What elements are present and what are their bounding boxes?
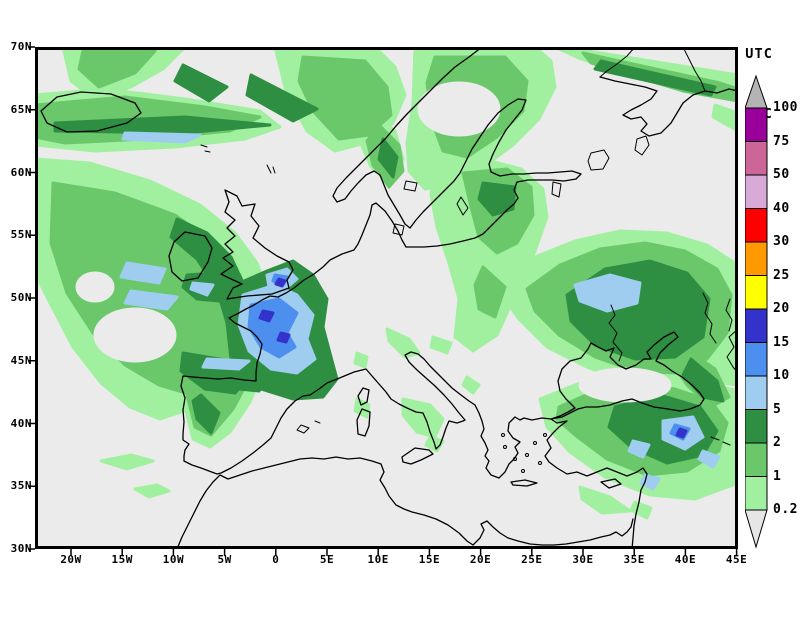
lon-label: 20W xyxy=(60,553,82,566)
lat-label: 55N xyxy=(10,228,32,242)
coast-crete xyxy=(510,479,538,487)
legend-label: 30 xyxy=(773,234,790,249)
coast-gotland xyxy=(456,196,469,216)
lat-label: 70N xyxy=(10,40,32,53)
legend-box xyxy=(744,141,768,176)
lon-ticks xyxy=(70,549,738,556)
lon-label: 35E xyxy=(623,553,645,566)
legend-box xyxy=(744,275,768,310)
legend-label: 40 xyxy=(773,200,790,216)
lon-label: 5E xyxy=(319,553,335,566)
coastlines xyxy=(40,47,738,549)
legend-label: 1 xyxy=(773,468,782,484)
lake-onega xyxy=(634,135,650,156)
coast-cyprus xyxy=(600,478,622,489)
lon-label: 40E xyxy=(674,553,697,566)
lon-label: 30E xyxy=(572,553,594,566)
lon-label: 15E xyxy=(418,553,441,566)
lat-label: 30N xyxy=(10,542,32,555)
lon-label: 45E xyxy=(725,553,748,566)
legend-box xyxy=(744,107,768,142)
lat-label: 35N xyxy=(10,479,32,493)
lake-vanern xyxy=(403,180,418,192)
legend-box xyxy=(744,308,768,343)
coast-sardinia xyxy=(356,408,371,437)
legend-label: 75 xyxy=(773,133,790,149)
coast-ireland xyxy=(168,231,213,282)
legend-label: 5 xyxy=(773,401,782,417)
lon-label: 20E xyxy=(469,553,492,566)
legend-box xyxy=(744,241,768,276)
coast-corsica xyxy=(357,387,370,406)
coast-mainland xyxy=(180,47,705,549)
legend-label: 50 xyxy=(773,167,790,182)
coast-balearics xyxy=(296,420,321,434)
lake-ladoga xyxy=(587,149,610,171)
lat-label: 40N xyxy=(10,416,32,430)
legend-box xyxy=(744,442,768,477)
color-legend: 100 75 50 40 30 25 20 15 10 5 2 1 0.2 xyxy=(744,74,800,555)
coast-caspian-edge xyxy=(726,328,738,374)
coast-kola-west xyxy=(599,47,636,78)
coast-great-britain xyxy=(220,189,294,300)
lon-label: 0 xyxy=(272,553,280,566)
coast-sicily xyxy=(401,447,434,465)
coast-zealand xyxy=(392,223,405,236)
legend-label: 2 xyxy=(773,435,782,450)
legend-box xyxy=(744,174,768,209)
coast-kanin xyxy=(682,47,706,92)
aegean-islands xyxy=(501,433,547,473)
lon-label: 10E xyxy=(367,553,389,566)
legend-label: 20 xyxy=(773,301,790,316)
lat-label: 60N xyxy=(10,165,32,179)
precip-clear-gaps xyxy=(75,81,672,403)
coast-africa-levant xyxy=(176,456,634,549)
river-volga-edge xyxy=(725,298,733,332)
lat-label: 45N xyxy=(10,353,32,367)
map-frame xyxy=(35,47,738,549)
legend-label: 0.2 xyxy=(773,502,798,517)
coast-shetland xyxy=(266,164,276,174)
lat-ticks xyxy=(28,46,35,550)
coast-white-sea xyxy=(599,76,738,137)
legend-box xyxy=(744,476,768,511)
lat-label: 65N xyxy=(10,102,32,116)
coast-iceland xyxy=(40,91,142,133)
legend-box xyxy=(744,375,768,410)
coast-faroe-islands xyxy=(200,144,211,153)
legend-label: 100 xyxy=(773,100,798,115)
lon-label: 5W xyxy=(217,553,232,566)
legend-label: 15 xyxy=(773,334,790,350)
precip-layer-5 xyxy=(119,131,721,491)
legend-box xyxy=(744,409,768,444)
legend-colorbar xyxy=(744,74,768,549)
precip-layer-15 xyxy=(258,277,688,439)
lat-label: 50N xyxy=(10,291,32,304)
lon-label: 15W xyxy=(111,553,133,566)
legend-label: 25 xyxy=(773,267,790,283)
lon-label: 10W xyxy=(162,553,185,566)
legend-box xyxy=(744,208,768,243)
lon-label: 25E xyxy=(521,553,543,566)
river-don xyxy=(702,292,717,344)
legend-box xyxy=(744,342,768,377)
legend-arrow-top xyxy=(744,74,768,109)
river-dnieper xyxy=(608,304,623,362)
lake-peipus xyxy=(551,181,562,198)
border-caucasus-marks xyxy=(710,436,731,446)
legend-label: 10 xyxy=(773,368,790,383)
legend-arrow-bottom xyxy=(744,509,768,549)
